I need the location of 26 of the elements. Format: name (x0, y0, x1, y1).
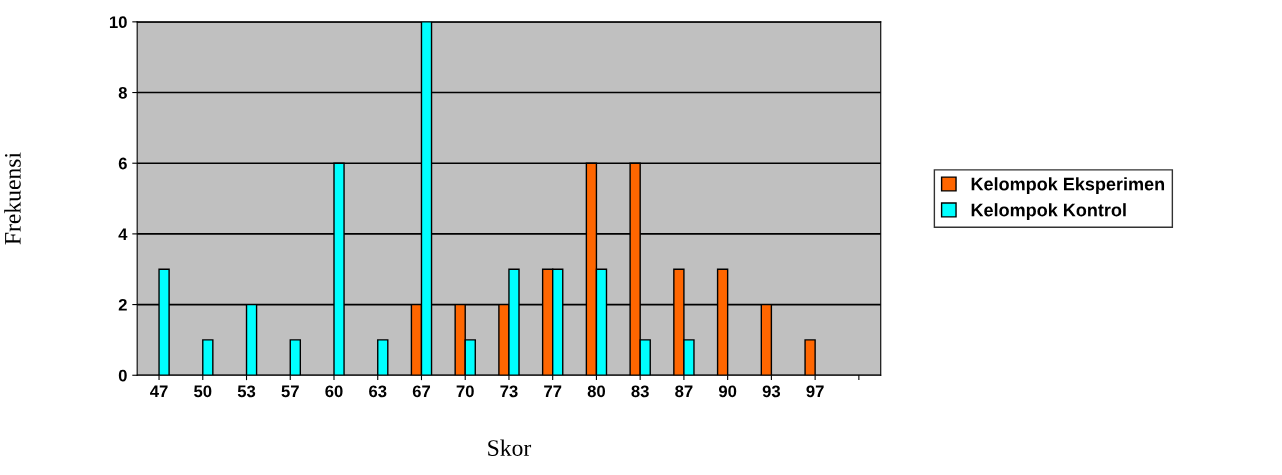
x-tick-label: 63 (369, 385, 387, 398)
y-tick-label: 8 (118, 86, 127, 99)
y-tick-label: 4 (118, 228, 128, 240)
y-tick-label: 2 (118, 298, 127, 311)
x-tick-label: 93 (762, 385, 781, 398)
x-tick-label: 80 (587, 385, 606, 398)
legend-label: Kelompok Kontrol (971, 203, 1126, 220)
x-tick-label: 60 (325, 385, 343, 398)
x-tick-label: 87 (675, 385, 693, 398)
legend-label: Kelompok Eksperimen (971, 177, 1165, 195)
x-axis-title: Skor (488, 439, 532, 457)
x-tick-label: 53 (237, 385, 256, 398)
x-tick-label: 70 (456, 385, 474, 398)
y-axis-title: Frekuensi (4, 152, 21, 245)
y-tick-label: 10 (109, 16, 127, 29)
x-tick-label: 90 (718, 385, 737, 398)
x-tick-label: 57 (281, 385, 299, 398)
x-tick-label: 97 (806, 385, 824, 398)
y-tick-label: 0 (118, 369, 127, 382)
x-tick-label: 47 (150, 385, 168, 398)
x-tick-label: 83 (631, 385, 649, 398)
y-tick-label: 6 (118, 157, 127, 170)
x-tick-label: 50 (194, 385, 212, 398)
x-tick-label: 73 (500, 385, 518, 398)
x-tick-label: 67 (412, 385, 431, 398)
x-tick-label: 77 (544, 385, 562, 398)
